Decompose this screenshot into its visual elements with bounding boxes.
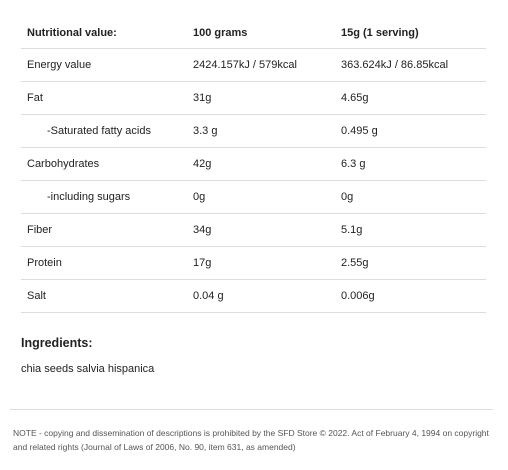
value-serving: 4.65g — [335, 81, 486, 115]
row-label: Energy value — [21, 48, 187, 82]
value-100g: 42g — [187, 147, 335, 181]
column-header-serving: 15g (1 serving) — [335, 18, 486, 49]
row-label: -including sugars — [21, 180, 187, 214]
value-100g: 0g — [187, 180, 335, 214]
value-100g: 3.3 g — [187, 114, 335, 148]
table-row: -including sugars 0g 0g — [21, 180, 486, 214]
value-serving: 2.55g — [335, 246, 486, 280]
row-label: Carbohydrates — [21, 147, 187, 181]
value-serving: 6.3 g — [335, 147, 486, 181]
nutrition-table: Nutritional value: 100 grams 15g (1 serv… — [21, 18, 486, 313]
value-serving: 0.495 g — [335, 114, 486, 148]
value-100g: 2424.157kJ / 579kcal — [187, 48, 335, 82]
table-row: Energy value 2424.157kJ / 579kcal 363.62… — [21, 48, 486, 82]
row-label: Protein — [21, 246, 187, 280]
ingredients-text: chia seeds salvia hispanica — [21, 363, 155, 375]
ingredients-heading: Ingredients: — [21, 336, 93, 350]
row-label: Fat — [21, 81, 187, 115]
divider — [10, 409, 493, 410]
value-serving: 363.624kJ / 86.85kcal — [335, 48, 486, 82]
value-serving: 5.1g — [335, 213, 486, 247]
value-100g: 0.04 g — [187, 279, 335, 313]
table-row: -Saturated fatty acids 3.3 g 0.495 g — [21, 114, 486, 148]
table-row: Fat 31g 4.65g — [21, 81, 486, 115]
row-label: Fiber — [21, 213, 187, 247]
value-100g: 31g — [187, 81, 335, 115]
table-row: Salt 0.04 g 0.006g — [21, 279, 486, 313]
row-label: -Saturated fatty acids — [21, 114, 187, 148]
copyright-note: NOTE - copying and dissemination of desc… — [13, 428, 489, 452]
row-label: Salt — [21, 279, 187, 313]
value-100g: 17g — [187, 246, 335, 280]
column-header-100-grams: 100 grams — [187, 18, 335, 49]
table-row: Carbohydrates 42g 6.3 g — [21, 147, 486, 181]
table-row: Protein 17g 2.55g — [21, 246, 486, 280]
table-header-row: Nutritional value: 100 grams 15g (1 serv… — [21, 18, 486, 49]
value-100g: 34g — [187, 213, 335, 247]
table-row: Fiber 34g 5.1g — [21, 213, 486, 247]
value-serving: 0.006g — [335, 279, 486, 313]
value-serving: 0g — [335, 180, 486, 214]
column-header-nutritional-value: Nutritional value: — [21, 18, 187, 49]
